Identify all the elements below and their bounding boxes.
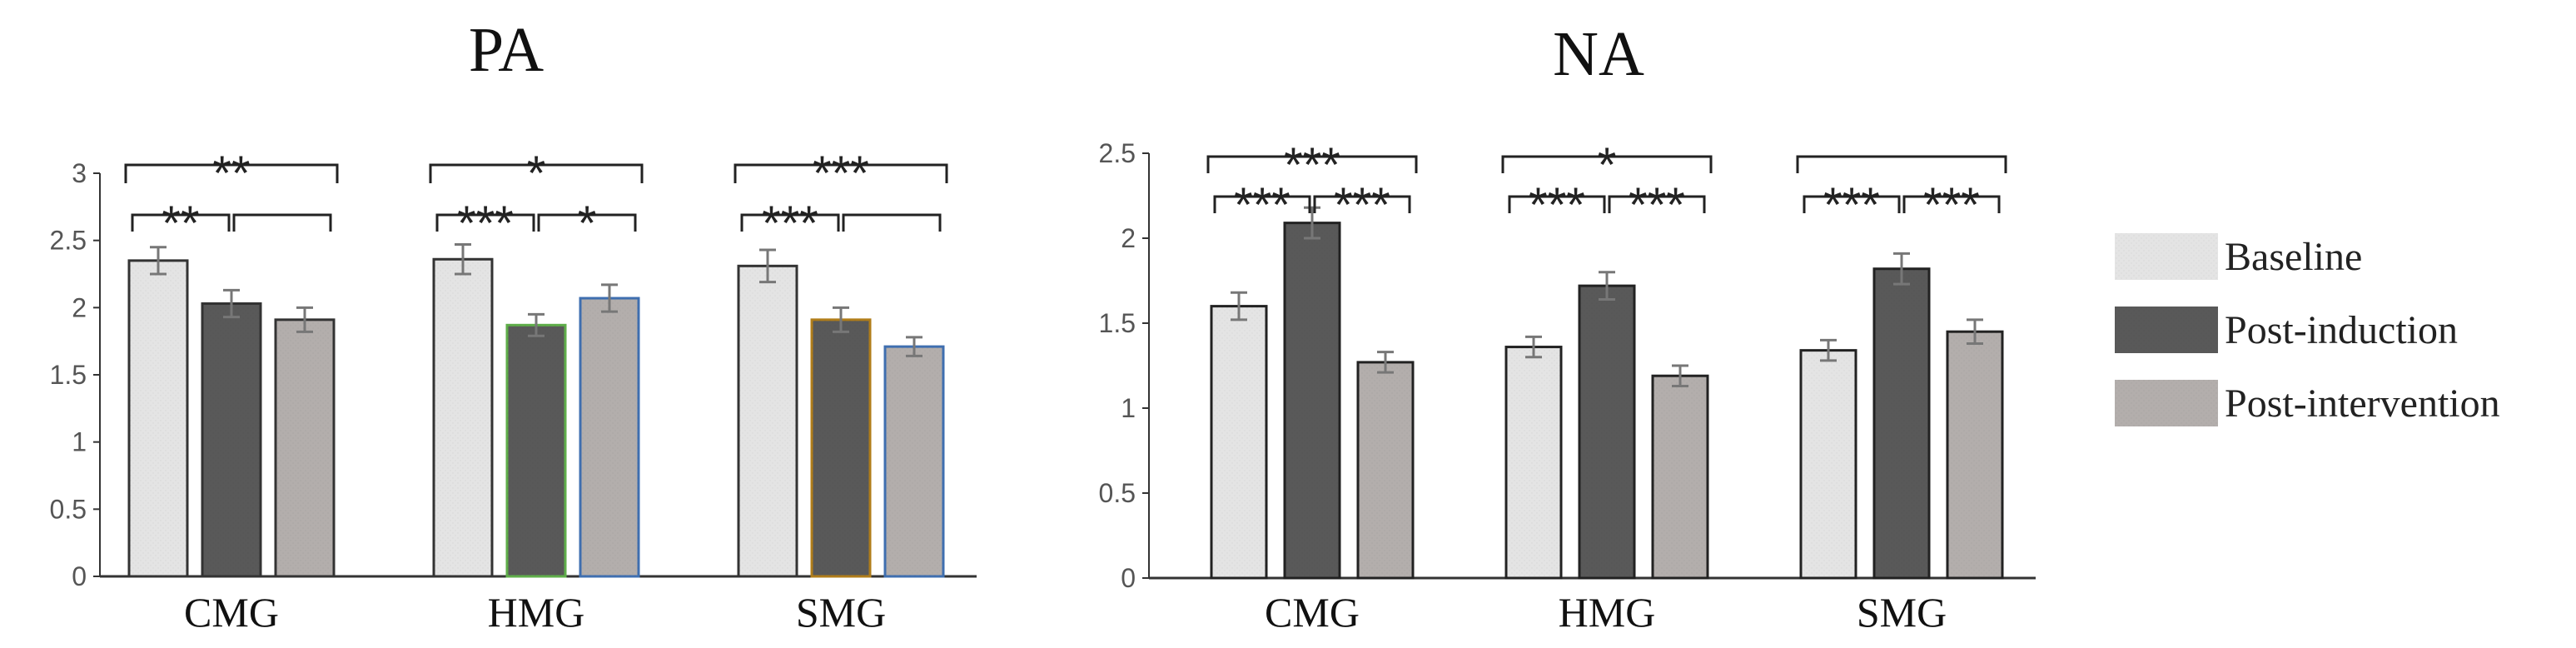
pa-significance-stars: * (527, 147, 546, 201)
na-significance-stars: *** (1529, 178, 1585, 232)
pa-chart-title: PA (469, 15, 544, 85)
legend-label-baseline: Baseline (2225, 235, 2362, 279)
na-bar-texture (1506, 346, 1561, 578)
pa-significance-bracket (232, 213, 332, 232)
na-y-tick-label: 0 (1121, 563, 1136, 593)
na-bar-texture (1285, 222, 1340, 578)
na-significance-bracket (1206, 155, 1418, 173)
pa-bar-texture (276, 319, 334, 576)
pa-y-tick-label: 0 (72, 561, 87, 591)
na-significance-stars: *** (1234, 178, 1290, 232)
pa-bar-texture (202, 303, 261, 576)
na-significance-bracket (1608, 195, 1706, 213)
pa-significance-bracket (537, 213, 637, 232)
pa-bar-texture (129, 260, 187, 576)
na-significance-bracket (1803, 195, 1901, 213)
pa-bar-texture (507, 325, 565, 576)
na-category-label: SMG (1857, 589, 1947, 636)
na-significance-stars: *** (1629, 178, 1685, 232)
na-bar-texture (1579, 286, 1634, 578)
pa-significance-bracket (740, 213, 840, 232)
pa-bar-texture (738, 266, 797, 576)
pa-significance-stars: *** (762, 197, 818, 251)
na-y-tick-label: 1.5 (1099, 308, 1136, 338)
pa-y-tick-label: 0.5 (50, 494, 87, 524)
na-significance-stars: * (1598, 138, 1617, 192)
pa-significance-bracket (131, 213, 231, 232)
pa-significance-stars: *** (813, 147, 869, 201)
pa-significance-bracket (124, 163, 339, 183)
na-bar-texture (1211, 306, 1266, 578)
legend-swatch-post-intervention-texture (2115, 380, 2218, 426)
na-y-tick-label: 2.5 (1099, 138, 1136, 168)
legend-label-post-intervention: Post-intervention (2225, 381, 2500, 426)
pa-category-label: SMG (796, 589, 886, 636)
na-bar-texture (1358, 361, 1413, 578)
na-bar-texture (1947, 331, 2002, 578)
na-category-label: CMG (1265, 589, 1360, 636)
na-significance-stars: *** (1923, 178, 1980, 232)
pa-y-tick-label: 3 (72, 158, 87, 188)
pa-category-label: CMG (184, 589, 279, 636)
pa-significance-stars: *** (457, 197, 514, 251)
na-chart-title: NA (1553, 19, 1644, 89)
pa-category-label: HMG (488, 589, 585, 636)
na-y-tick-label: 0.5 (1099, 478, 1136, 508)
pa-bar-texture (580, 298, 639, 576)
pa-bar-texture (812, 319, 870, 576)
na-significance-bracket (1902, 195, 2001, 213)
na-significance-bracket (1508, 195, 1606, 213)
pa-y-tick-label: 2.5 (50, 226, 87, 256)
na-significance-bracket (1501, 155, 1713, 173)
na-significance-stars: *** (1334, 178, 1390, 232)
pa-y-tick-label: 2 (72, 292, 87, 322)
na-y-tick-label: 1 (1121, 393, 1136, 423)
na-significance-bracket (1213, 195, 1311, 213)
na-significance-bracket (1796, 155, 2007, 173)
na-significance-stars: *** (1284, 138, 1340, 192)
na-category-label: HMG (1559, 589, 1656, 636)
na-bar-texture (1653, 376, 1708, 578)
legend-swatch-baseline-texture (2115, 233, 2218, 280)
pa-y-tick-label: 1 (72, 427, 87, 457)
na-y-tick-label: 2 (1121, 223, 1136, 253)
pa-significance-bracket (429, 163, 644, 183)
pa-significance-bracket (435, 213, 535, 232)
na-bar-texture (1874, 268, 1929, 578)
legend: Baseline Post-induction Post-interventio… (2115, 233, 2500, 426)
pa-bar-texture (434, 259, 492, 576)
na-bar-texture (1801, 350, 1856, 578)
pa-significance-bracket (734, 163, 948, 183)
na-significance-stars: *** (1823, 178, 1880, 232)
legend-label-post-induction: Post-induction (2225, 308, 2458, 352)
pa-bar-texture (885, 346, 943, 576)
pa-significance-stars: * (578, 197, 597, 251)
na-significance-bracket (1313, 195, 1411, 213)
legend-swatch-post-induction-texture (2115, 307, 2218, 353)
pa-y-tick-label: 1.5 (50, 360, 87, 390)
pa-significance-stars: ** (162, 197, 199, 251)
pa-significance-bracket (842, 213, 942, 232)
pa-significance-stars: ** (212, 147, 250, 201)
